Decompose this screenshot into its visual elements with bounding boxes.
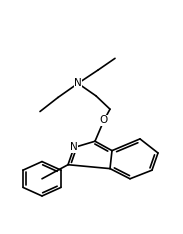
Text: N: N xyxy=(74,78,82,88)
Text: N: N xyxy=(70,143,78,153)
Text: O: O xyxy=(100,115,108,125)
